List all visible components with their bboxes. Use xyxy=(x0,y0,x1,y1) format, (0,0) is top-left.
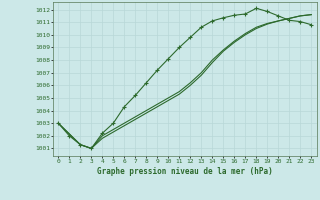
X-axis label: Graphe pression niveau de la mer (hPa): Graphe pression niveau de la mer (hPa) xyxy=(97,167,273,176)
